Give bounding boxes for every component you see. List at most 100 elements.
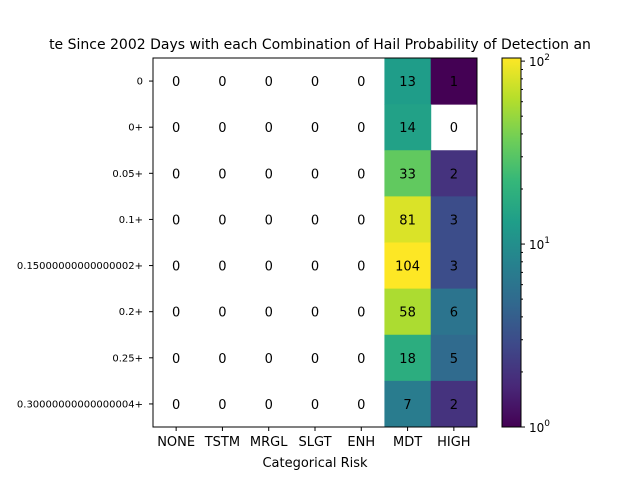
colorbar-frame <box>501 57 522 428</box>
cell-value-label: 0 <box>265 306 273 321</box>
cell-value-label: 0 <box>357 306 365 321</box>
cell-value-label: 0 <box>265 398 273 413</box>
x-tick-label: MDT <box>393 435 422 450</box>
y-tick-label: 0.2+ <box>119 307 143 318</box>
colorbar-gradient <box>502 58 521 427</box>
cell-value-label: 33 <box>399 167 416 182</box>
cell-value-label: 3 <box>450 260 458 275</box>
heatmap-cell <box>384 150 432 197</box>
cell-value-label: 0 <box>218 121 226 136</box>
y-tick-label: 0.15000000000000002+ <box>17 261 143 272</box>
cell-value-label: 0 <box>218 167 226 182</box>
cell-value-label: 0 <box>218 352 226 367</box>
cell-value-label: 0 <box>172 167 180 182</box>
cell-value-label: 0 <box>172 75 180 90</box>
cell-value-label: 2 <box>450 398 458 413</box>
cell-value-label: 0 <box>172 352 180 367</box>
cell-value-label: 5 <box>450 352 458 367</box>
y-tick-label: 0 <box>137 77 143 88</box>
y-tick-label: 0+ <box>128 123 143 134</box>
x-tick-label: NONE <box>157 435 195 450</box>
cell-value-label: 0 <box>450 121 458 136</box>
heatmap-cell <box>384 242 432 290</box>
cell-value-label: 58 <box>399 306 416 321</box>
y-tick-label: 0.25+ <box>112 353 143 364</box>
heatmap-cell <box>430 150 478 197</box>
cell-value-label: 0 <box>172 213 180 228</box>
heatmap-cell <box>384 104 432 151</box>
heatmap-cell <box>430 196 478 243</box>
y-axis: 0 0+ 0.05+ 0.1+ 0.15000000000000002+ 0.2+ 0.25… <box>17 77 153 410</box>
heatmap-cell <box>430 242 478 290</box>
cell-value-label: 0 <box>172 306 180 321</box>
heatmap-cell <box>430 334 478 382</box>
colorbar-tick-label: 100 <box>529 419 550 435</box>
cell-value-label: 18 <box>399 352 416 367</box>
x-tick-label: TSTM <box>204 435 240 450</box>
cell-value-label: 0 <box>311 75 319 90</box>
cell-value-label: 2 <box>450 167 458 182</box>
cell-value-label: 0 <box>265 260 273 275</box>
cell-value-label: 0 <box>311 260 319 275</box>
cell-value-label: 13 <box>399 75 416 90</box>
heatmap-cell <box>384 196 432 243</box>
cell-value-label: 0 <box>357 260 365 275</box>
colorbar: 100 101 102 <box>501 53 550 435</box>
cell-value-label: 0 <box>218 398 226 413</box>
chart-title: te Since 2002 Days with each Combination… <box>49 37 591 53</box>
cell-value-label: 0 <box>218 213 226 228</box>
heatmap-cell <box>384 380 432 428</box>
cell-value-label: 0 <box>311 167 319 182</box>
y-tick-label: 0.05+ <box>112 169 143 180</box>
cell-value-label: 0 <box>265 121 273 136</box>
heatmap-cell <box>384 288 432 336</box>
heatmap-cell-labels: 0 0 0 0 0 13 1 0 0 0 0 0 14 0 0 0 0 0 0 33 2 0 0 0 0 0 81 3 0 0 0 0 0 104… <box>172 75 458 413</box>
x-tick-label: ENH <box>347 435 375 450</box>
cell-value-label: 0 <box>357 213 365 228</box>
heatmap-cell <box>430 288 478 336</box>
x-tick-label: HIGH <box>437 435 470 450</box>
cell-value-label: 14 <box>399 121 416 136</box>
colorbar-tick-label: 102 <box>529 53 550 69</box>
cell-value-label: 0 <box>218 75 226 90</box>
colorbar-ticks: 100 101 102 <box>521 53 550 435</box>
heatmap-cell <box>384 334 432 382</box>
x-axis-label: Categorical Risk <box>262 456 368 471</box>
colorbar-tick-label: 101 <box>529 236 550 252</box>
x-tick-label: MRGL <box>250 435 288 450</box>
cell-value-label: 0 <box>265 213 273 228</box>
heatmap-cell <box>430 380 478 428</box>
cell-value-label: 0 <box>265 167 273 182</box>
cell-value-label: 7 <box>403 398 411 413</box>
cell-value-label: 0 <box>357 121 365 136</box>
heatmap-cell <box>384 58 432 105</box>
cell-value-label: 0 <box>311 398 319 413</box>
cell-value-label: 0 <box>311 306 319 321</box>
x-axis: NONE TSTM MRGL SLGT ENH MDT HIGH <box>157 427 471 450</box>
y-tick-label: 0.1+ <box>119 215 143 226</box>
cell-value-label: 0 <box>311 352 319 367</box>
cell-value-label: 0 <box>218 260 226 275</box>
heatmap-cells <box>384 58 478 428</box>
heatmap-cell <box>430 58 478 105</box>
cell-value-label: 0 <box>311 213 319 228</box>
cell-value-label: 3 <box>450 213 458 228</box>
cell-value-label: 0 <box>357 352 365 367</box>
cell-value-label: 0 <box>172 398 180 413</box>
cell-value-label: 0 <box>357 398 365 413</box>
cell-value-label: 0 <box>265 75 273 90</box>
cell-value-label: 0 <box>265 352 273 367</box>
cell-value-label: 1 <box>450 75 458 90</box>
cell-value-label: 6 <box>450 306 458 321</box>
cell-value-label: 0 <box>172 260 180 275</box>
cell-value-label: 104 <box>395 260 420 275</box>
cell-value-label: 0 <box>218 306 226 321</box>
cell-value-label: 0 <box>311 121 319 136</box>
cell-value-label: 0 <box>357 167 365 182</box>
cell-value-label: 81 <box>399 213 416 228</box>
x-tick-label: SLGT <box>298 435 331 450</box>
cell-value-label: 0 <box>357 75 365 90</box>
y-tick-label: 0.30000000000000004+ <box>17 399 143 410</box>
cell-value-label: 0 <box>172 121 180 136</box>
